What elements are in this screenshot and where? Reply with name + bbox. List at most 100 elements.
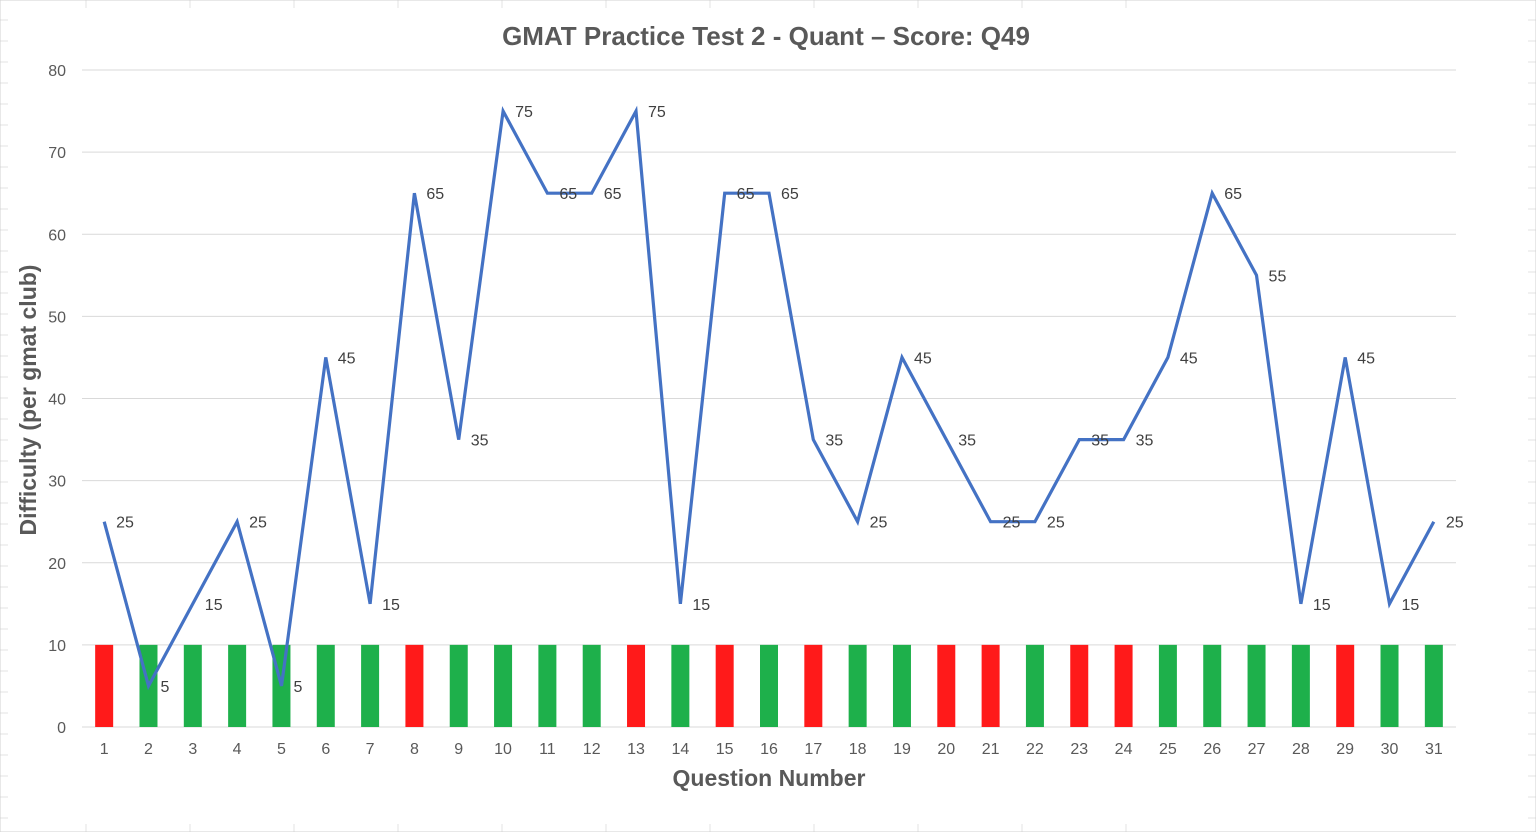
data-label: 65: [781, 186, 799, 203]
result-bar: [848, 644, 867, 727]
data-label: 25: [116, 515, 134, 532]
x-tick-label: 1: [100, 741, 109, 758]
x-tick-label: 11: [539, 741, 556, 758]
data-label: 35: [825, 433, 843, 450]
data-label: 25: [1003, 515, 1021, 532]
result-bar: [1070, 644, 1089, 727]
data-label: 75: [648, 104, 666, 121]
x-tick-label: 22: [1026, 741, 1044, 758]
x-tick-label: 29: [1336, 741, 1354, 758]
x-tick-label: 14: [671, 741, 689, 758]
x-tick-label: 5: [277, 741, 286, 758]
chart-title: GMAT Practice Test 2 - Quant – Score: Q4…: [502, 21, 1030, 51]
data-label: 25: [249, 515, 267, 532]
result-bar: [937, 644, 956, 727]
data-labels: 25 5 15 25 5 45 15 65 35 75 65 65 75 15 65 65 35 25 45 35 25…: [116, 104, 1464, 696]
x-tick-label: 26: [1203, 741, 1221, 758]
x-tick-label: 7: [366, 741, 375, 758]
data-label: 35: [1091, 433, 1109, 450]
result-bar: [715, 644, 734, 727]
result-bar: [95, 644, 114, 727]
x-tick-label: 28: [1292, 741, 1310, 758]
y-tick-label: 80: [48, 63, 66, 80]
result-bar: [1025, 644, 1044, 727]
result-bar: [760, 644, 778, 727]
y-tick-label: 30: [48, 474, 66, 491]
x-tick-label: 4: [233, 741, 242, 758]
data-label: 45: [1180, 350, 1198, 367]
data-label: 25: [1047, 515, 1065, 532]
result-bar: [627, 644, 646, 727]
data-label: 65: [1224, 186, 1242, 203]
result-bar: [1291, 644, 1310, 727]
result-bar: [1424, 644, 1443, 727]
data-label: 5: [160, 679, 169, 696]
x-tick-label: 6: [321, 741, 330, 758]
data-label: 25: [1446, 515, 1464, 532]
data-label: 15: [205, 597, 223, 614]
result-bar: [316, 644, 335, 727]
x-axis-title: Question Number: [673, 765, 866, 791]
data-label: 15: [692, 597, 710, 614]
y-tick-label: 10: [48, 638, 66, 655]
result-bar: [1247, 644, 1266, 727]
y-tick-label: 70: [48, 145, 66, 162]
data-label: 55: [1269, 268, 1287, 285]
result-bar: [804, 644, 823, 727]
x-tick-label: 19: [893, 741, 911, 758]
data-label: 65: [559, 186, 577, 203]
result-bar: [538, 644, 557, 727]
x-tick-label: 15: [716, 741, 734, 758]
data-label: 5: [293, 679, 302, 696]
y-tick-label: 0: [57, 720, 66, 737]
data-label: 65: [737, 186, 755, 203]
x-tick-label: 12: [583, 741, 601, 758]
result-bar: [228, 644, 247, 727]
result-bar: [981, 644, 1000, 727]
result-bar: [1203, 644, 1222, 727]
x-tick-label: 24: [1115, 741, 1133, 758]
result-bars: [95, 644, 1443, 727]
result-bar: [892, 644, 911, 727]
data-label: 45: [338, 350, 356, 367]
data-label: 35: [471, 433, 489, 450]
result-bar: [1380, 644, 1399, 727]
data-label: 15: [1402, 597, 1420, 614]
data-label: 25: [870, 515, 888, 532]
result-bar: [1336, 644, 1355, 727]
data-label: 45: [1357, 350, 1375, 367]
x-tick-label: 17: [804, 741, 822, 758]
x-tick-label: 13: [627, 741, 645, 758]
y-tick-label: 40: [48, 392, 66, 409]
x-tick-label: 16: [760, 741, 778, 758]
result-bar: [1114, 644, 1133, 727]
data-label: 45: [914, 350, 932, 367]
data-label: 75: [515, 104, 533, 121]
data-label: 35: [1136, 433, 1154, 450]
result-bar: [183, 644, 202, 727]
y-tick-label: 60: [48, 227, 66, 244]
x-tick-label: 9: [454, 741, 463, 758]
data-label: 15: [382, 597, 400, 614]
difficulty-line-series: [102, 105, 1436, 691]
y-axis-title: Difficulty (per gmat club): [15, 265, 41, 536]
y-tick-label: 20: [48, 556, 66, 573]
x-tick-label: 21: [982, 741, 1000, 758]
x-tick-label: 8: [410, 741, 419, 758]
x-axis-ticks: 1 2 3 4 5 6 7 8 9 10 11 12 13 14 15 16 17 18 19 20 21 22 23 24 2…: [100, 741, 1443, 758]
result-bar: [671, 644, 690, 727]
x-tick-label: 31: [1425, 741, 1443, 758]
x-tick-label: 20: [937, 741, 955, 758]
data-label: 35: [958, 433, 976, 450]
x-tick-label: 27: [1248, 741, 1266, 758]
result-bar: [494, 644, 513, 727]
data-label: 15: [1313, 597, 1331, 614]
data-label: 65: [604, 186, 622, 203]
x-tick-label: 10: [494, 741, 512, 758]
result-bar: [449, 644, 468, 727]
x-tick-label: 23: [1070, 741, 1088, 758]
result-bar: [361, 644, 380, 727]
y-tick-label: 50: [48, 309, 66, 326]
